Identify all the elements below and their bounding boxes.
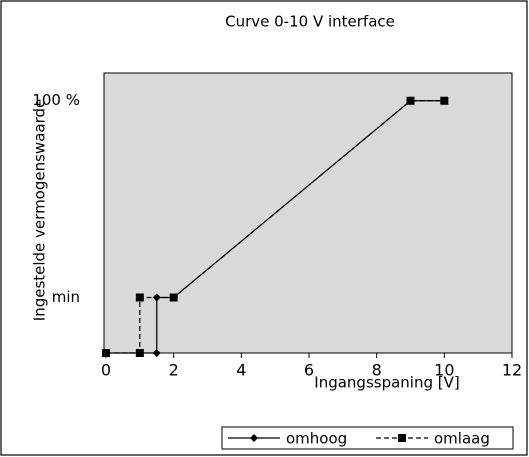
legend-label: omhoog (286, 430, 347, 448)
legend-marker (398, 434, 406, 442)
data-point (135, 293, 144, 302)
x-tick-label: 12 (502, 361, 522, 380)
y-tick-label: min (52, 288, 80, 306)
legend-label: omlaag (434, 430, 490, 448)
x-tick-label: 10 (434, 361, 454, 380)
y-tick-label: 100 % (32, 91, 80, 109)
chart-title: Curve 0-10 V interface (225, 13, 395, 31)
data-point (440, 96, 449, 105)
x-tick-label: 8 (372, 361, 382, 380)
data-point (102, 349, 110, 357)
x-tick-label: 2 (169, 361, 179, 380)
series-line (106, 100, 445, 354)
data-point (169, 293, 178, 302)
legend-marker (250, 434, 258, 442)
plot-area (103, 72, 513, 354)
legend-box (221, 426, 514, 450)
data-point (152, 349, 161, 357)
x-tick-label: 4 (236, 361, 246, 380)
data-point (406, 96, 415, 105)
x-tick-label: 6 (304, 361, 314, 380)
y-axis-label: Ingestelde vermogenswaarde (31, 99, 49, 321)
data-point (135, 349, 144, 357)
x-axis-label: Ingangsspaning [V] (314, 374, 459, 392)
x-tick-label: 0 (101, 361, 111, 380)
